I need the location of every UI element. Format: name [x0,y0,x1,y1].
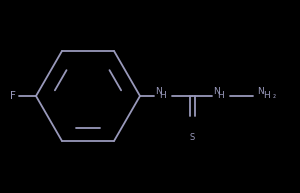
Text: S: S [189,134,195,142]
Text: N: N [258,86,264,96]
Text: N: N [214,86,220,96]
Text: ₂: ₂ [272,91,276,101]
Text: F: F [10,91,16,101]
Text: H: H [160,91,167,101]
Text: H: H [218,91,224,101]
Text: H: H [264,91,270,101]
Text: N: N [156,86,162,96]
